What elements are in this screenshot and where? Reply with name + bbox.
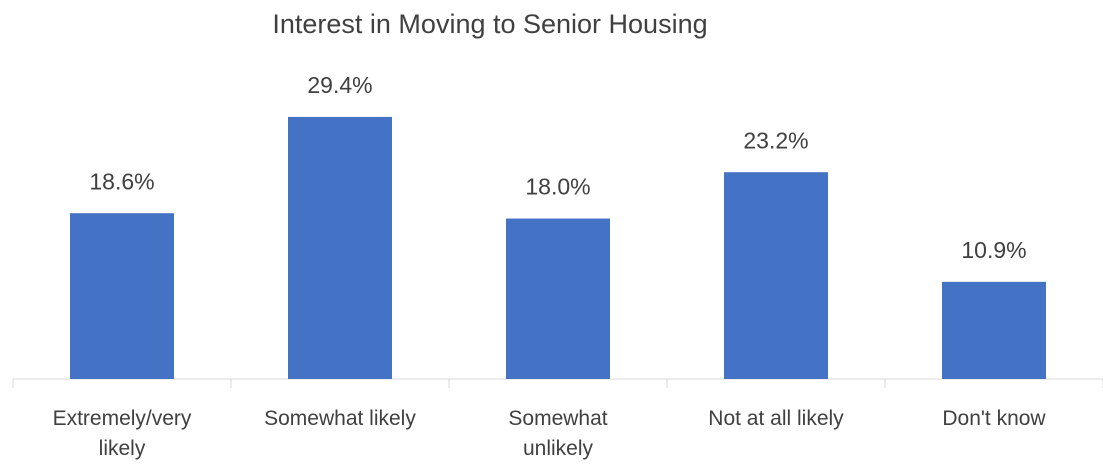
bar: [942, 281, 1046, 379]
x-tick-label: Somewhat unlikely: [508, 407, 608, 460]
bar: [70, 213, 174, 379]
value-label: 23.2%: [743, 127, 808, 153]
chart-title: Interest in Moving to Senior Housing: [272, 9, 707, 39]
value-label: 10.9%: [961, 237, 1026, 263]
bar: [724, 172, 828, 379]
bar: [288, 116, 392, 380]
x-tick-label: Not at all likely: [708, 407, 844, 430]
x-tick-label: Don't know: [942, 407, 1046, 430]
x-tick-label: Somewhat likely: [264, 407, 416, 430]
x-tick-label: Extremely/very likely: [52, 407, 192, 460]
bar: [506, 218, 610, 379]
value-label: 18.6%: [89, 168, 154, 194]
value-label: 29.4%: [307, 72, 372, 98]
value-label: 18.0%: [525, 174, 590, 200]
